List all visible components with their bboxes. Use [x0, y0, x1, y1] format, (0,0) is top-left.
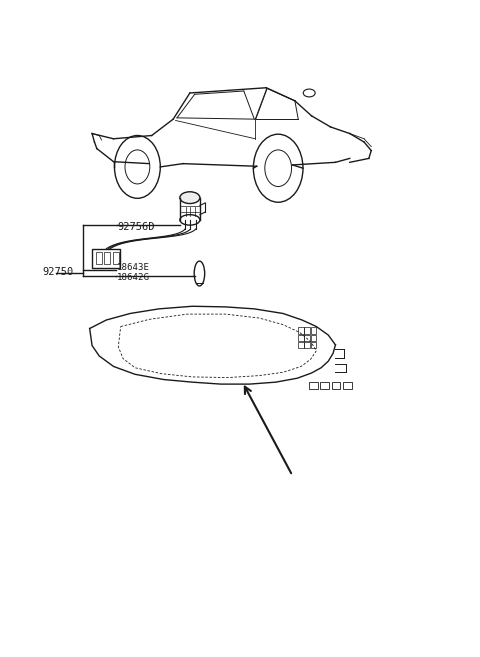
Bar	[105, 252, 110, 263]
Bar	[113, 252, 119, 263]
Bar	[96, 252, 102, 263]
Bar	[309, 382, 318, 389]
Text: 18643E: 18643E	[117, 263, 150, 271]
Bar	[298, 342, 304, 348]
Ellipse shape	[180, 192, 200, 204]
Bar	[311, 334, 316, 341]
Bar	[298, 334, 304, 341]
Bar	[311, 327, 316, 334]
Bar	[304, 334, 310, 341]
Bar	[320, 382, 329, 389]
Bar	[92, 250, 120, 267]
Bar	[304, 327, 310, 334]
Bar	[298, 327, 304, 334]
Text: 18642G: 18642G	[117, 273, 150, 282]
Text: 92750: 92750	[42, 267, 73, 277]
Bar	[332, 382, 340, 389]
Text: 92756D: 92756D	[117, 222, 155, 232]
Bar	[304, 342, 310, 348]
Bar	[343, 382, 352, 389]
Bar	[311, 342, 316, 348]
